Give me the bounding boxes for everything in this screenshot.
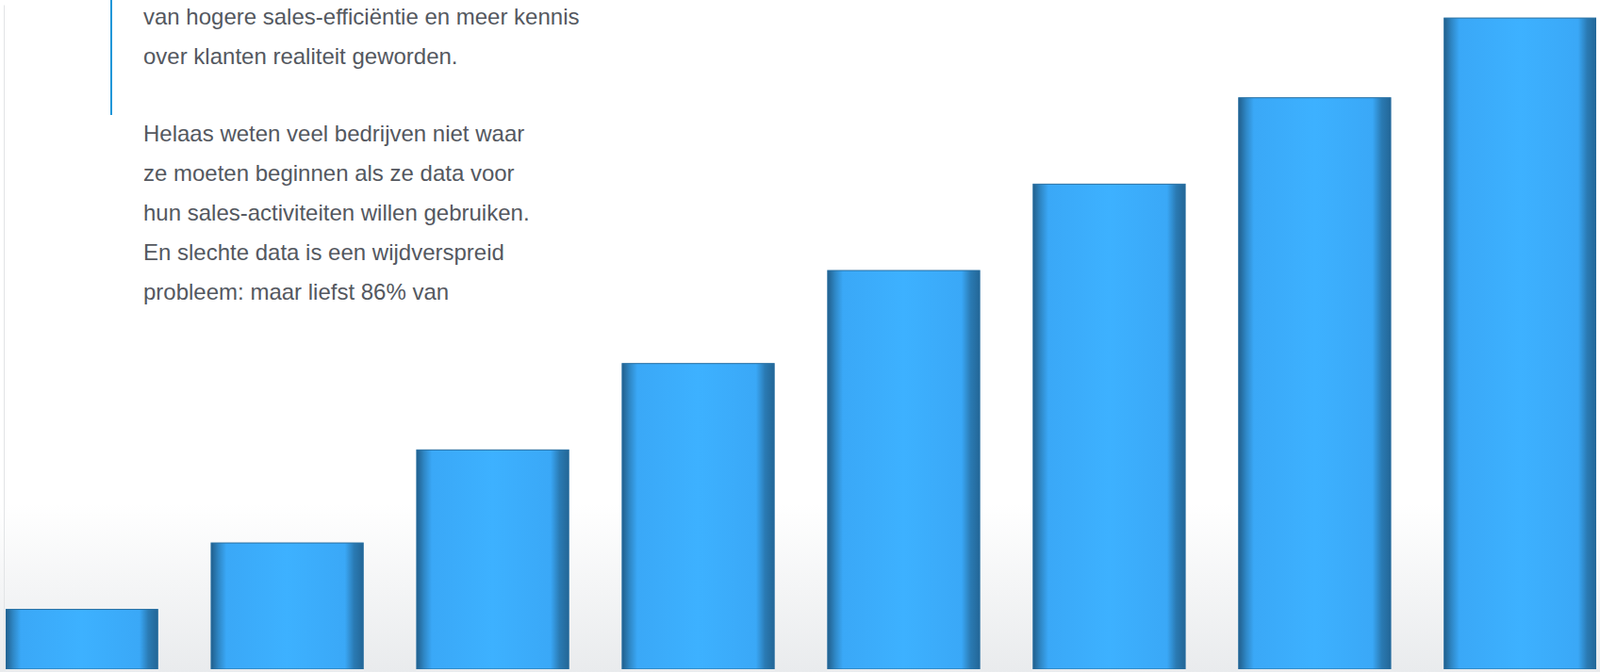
bar: [1238, 98, 1391, 670]
bar: [416, 449, 569, 670]
annotation-line: probleem: maar liefst 86% van: [143, 279, 449, 305]
bar: [211, 543, 363, 670]
annotations: van hogere sales-efficiëntie en meer ken…: [111, 0, 580, 305]
bar: [1444, 17, 1597, 670]
x-axis-line: [6, 669, 1598, 671]
accent-line: [110, 0, 113, 116]
annotation-line: over klanten realiteit geworden.: [143, 43, 459, 69]
annotation-line: hun sales-activiteiten willen gebruiken.: [143, 199, 530, 226]
background: [0, 0, 1600, 672]
y-axis: [3, 5, 5, 671]
bar: [622, 363, 775, 670]
annotation-line: ze moeten beginnen als ze data voor: [143, 160, 515, 186]
annotation-line: van hogere sales-efficiëntie en meer ken…: [143, 3, 580, 30]
y-axis-line: [3, 5, 5, 671]
bar: [5, 610, 158, 670]
chart: van hogere sales-efficiëntie en meer ken…: [0, 0, 1600, 672]
bar: [1033, 183, 1186, 670]
bars: [5, 17, 1597, 670]
annotation-line: En slechte data is een wijdverspreid: [143, 239, 505, 265]
annotation-line: Helaas weten veel bedrijven niet waar: [143, 120, 525, 147]
bar: [827, 270, 980, 670]
x-axis: [6, 669, 1598, 672]
